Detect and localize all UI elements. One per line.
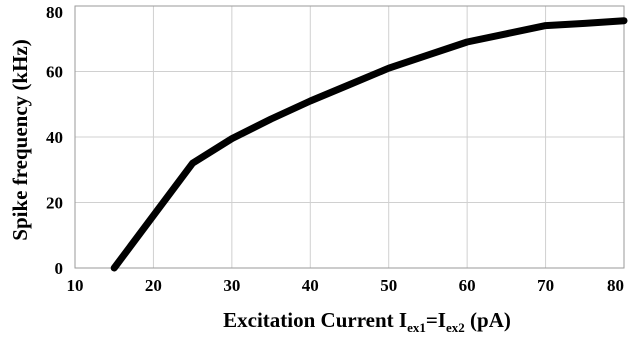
- y-tick-label: 60: [46, 63, 63, 82]
- x-axis-title-mid: =I: [426, 308, 446, 332]
- x-tick-label: 30: [223, 276, 240, 295]
- x-tick-label: 10: [67, 276, 84, 295]
- x-axis-title-sub1: ex1: [407, 320, 426, 335]
- x-tick-label: 20: [145, 276, 162, 295]
- x-tick-label: 80: [607, 276, 624, 295]
- y-tick-labels: 0 20 40 60 80: [46, 3, 63, 278]
- x-tick-label: 60: [459, 276, 476, 295]
- x-tick-label: 50: [380, 276, 397, 295]
- y-tick-label: 80: [46, 3, 63, 22]
- y-gridlines: [75, 5, 624, 269]
- y-tick-label: 0: [55, 259, 64, 278]
- x-axis-title: Excitation Current Iex1=Iex2 (pA): [223, 308, 511, 335]
- x-tick-labels: 10 20 30 40 50 60 70 80: [67, 276, 625, 295]
- series-layer: [110, 17, 628, 272]
- plot-area-border: [74, 5, 625, 269]
- x-axis-title-tail: (pA): [465, 308, 511, 332]
- x-tick-label: 70: [537, 276, 554, 295]
- y-tick-label: 40: [46, 128, 63, 147]
- x-axis-title-sub2: ex2: [446, 320, 465, 335]
- y-axis-title: Spike frequency (kHz): [8, 39, 32, 240]
- x-axis-title-base: Excitation Current I: [223, 308, 407, 332]
- y-tick-label: 20: [46, 194, 63, 213]
- x-tick-label: 40: [302, 276, 319, 295]
- series-line: [110, 17, 628, 272]
